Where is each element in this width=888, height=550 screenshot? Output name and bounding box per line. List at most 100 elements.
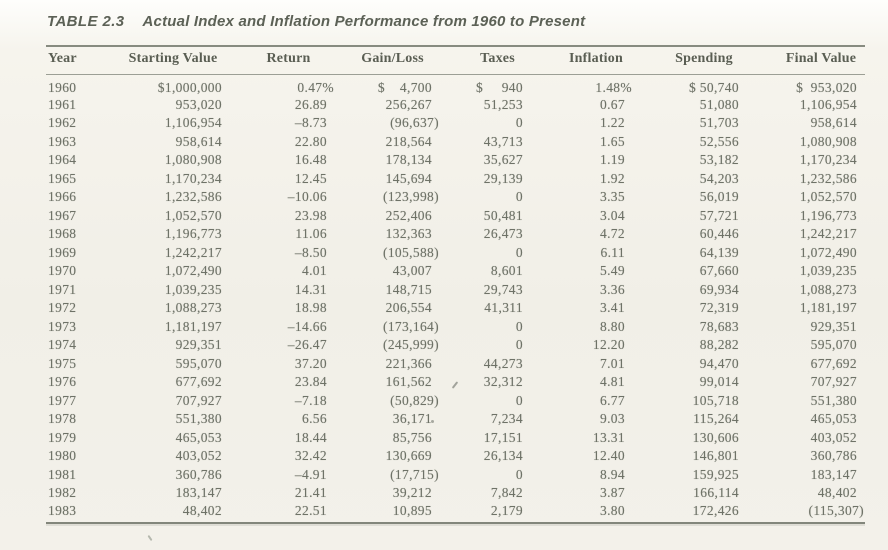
cell: 72,319 [699,300,739,316]
cell: 1,106,954 [164,115,222,131]
cell: 1,196,773 [799,207,857,223]
column-header-spending: Spending [633,46,747,75]
cell: 403,052 [810,429,857,445]
cell: 48,402 [817,485,857,501]
table-row: 1965 1,170,234 12.45 145,694 29,139 1.92 54,20… [46,170,865,189]
cell: –26.47 [287,337,327,353]
cell: 1964 [48,152,77,168]
cell: 595,070 [175,355,222,371]
cell: 1973 [48,318,77,334]
cell: 595,070 [810,337,857,353]
cell: 5.49 [599,263,625,279]
cell: 26,134 [483,448,523,464]
cell: 1982 [48,485,77,501]
cell: 221,366 [385,355,432,371]
cell: 1,080,908 [164,152,222,168]
cell: 1968 [48,226,77,242]
cell: 465,053 [810,411,857,427]
cell: 6.11 [600,244,625,260]
cell: 183,147 [175,485,222,501]
cell: 35,627 [483,152,523,168]
cell: 44,273 [483,355,523,371]
cell: 1,232,586 [799,170,857,186]
cell: 11.06 [295,226,327,242]
cell: 172,426 [692,502,739,518]
cell: 360,786 [175,466,222,482]
cell: 1.19 [599,152,625,168]
cell: 8.94 [599,466,625,482]
table-row: 1967 1,052,570 23.98 252,406 50,481 3.04 57,72… [46,207,865,226]
cell: 51,703 [699,115,739,131]
cell: (50,829) [390,392,439,408]
cell: 1,232,586 [164,189,222,205]
cell: 1.22 [599,115,625,131]
table-row: 1972 1,088,273 18.98 206,554 41,311 3.41 72,31… [46,299,865,318]
column-header-starting-value: Starting Value [116,46,230,75]
cell: 1972 [48,300,77,316]
cell: 0 [515,318,523,334]
cell: 57,721 [699,207,739,223]
cell: 7.01 [599,355,625,371]
cell: 6.56 [301,411,327,427]
cell: 1974 [48,337,77,353]
cell: 1,088,273 [799,281,857,297]
cell: 51,253 [483,96,523,112]
cell: –8.50 [294,244,327,260]
cell: 132,363 [385,226,432,242]
cell: 707,927 [175,392,222,408]
cell: 60,446 [699,226,739,242]
cell: 36,171 [392,411,432,427]
cell: 1980 [48,448,77,464]
cell: 1,052,570 [164,207,222,223]
cell: 1,170,234 [799,152,857,168]
cell: (96,637) [390,115,439,131]
cell: 183,147 [810,466,857,482]
cell: 0.67 [599,96,625,112]
cell: 37.20 [294,355,327,371]
cell: 99,014 [699,374,739,390]
cell: 1,052,570 [799,189,857,205]
cell: 178,134 [385,152,432,168]
cell: 1965 [48,170,77,186]
cell: 2,179 [490,502,523,518]
column-header-return: Return [230,46,335,75]
cell: 23.84 [294,374,327,390]
performance-table: Year Starting Value Return Gain/Loss Taxes In… [46,45,865,524]
table-row: 1975 595,070 37.20 221,366 44,273 7.01 94,470 6… [46,355,865,374]
cell: 0 [515,115,523,131]
cell: 1963 [48,133,77,149]
cell: 12.45 [294,170,327,186]
table-row: 1982 183,147 21.41 39,212 7,842 3.87 166,114 48… [46,484,865,503]
column-header-gain-loss: Gain/Loss [335,46,440,75]
scan-mark [147,534,153,542]
cell: 23.98 [294,207,327,223]
cell: 32,312 [483,374,523,390]
cell: 3.35 [599,189,625,205]
cell: 22.80 [294,133,327,149]
table-label: TABLE 2.3 [47,13,125,30]
cell: 1970 [48,263,77,279]
cell: 1.48% [595,79,632,95]
cell: 9.03 [599,411,625,427]
cell: 0 [515,189,523,205]
cell: 51,080 [699,96,739,112]
cell: $ 4,700 [377,79,432,95]
cell: $ 940 [475,79,523,95]
cell: 12.20 [592,337,625,353]
table-row: 1979 465,053 18.44 85,756 17,151 13.31 130,606… [46,429,865,448]
table-row: 1983 48,402 22.51 10,895 2,179 3.80 172,426 (11… [46,503,865,523]
cell: 206,554 [385,300,432,316]
cell: $ 50,740 [688,79,739,95]
cell: 78,683 [699,318,739,334]
cell: 161,562 [385,374,432,390]
cell: 1962 [48,115,77,131]
cell: 69,934 [699,281,739,297]
cell: 0 [515,244,523,260]
cell: 1,170,234 [164,170,222,186]
table-row: 1968 1,196,773 11.06 132,363 26,473 4.72 60,44… [46,225,865,244]
cell: 53,182 [699,152,739,168]
cell: –8.73 [294,115,327,131]
cell: 1983 [48,502,77,518]
cell: 3.80 [599,502,625,518]
